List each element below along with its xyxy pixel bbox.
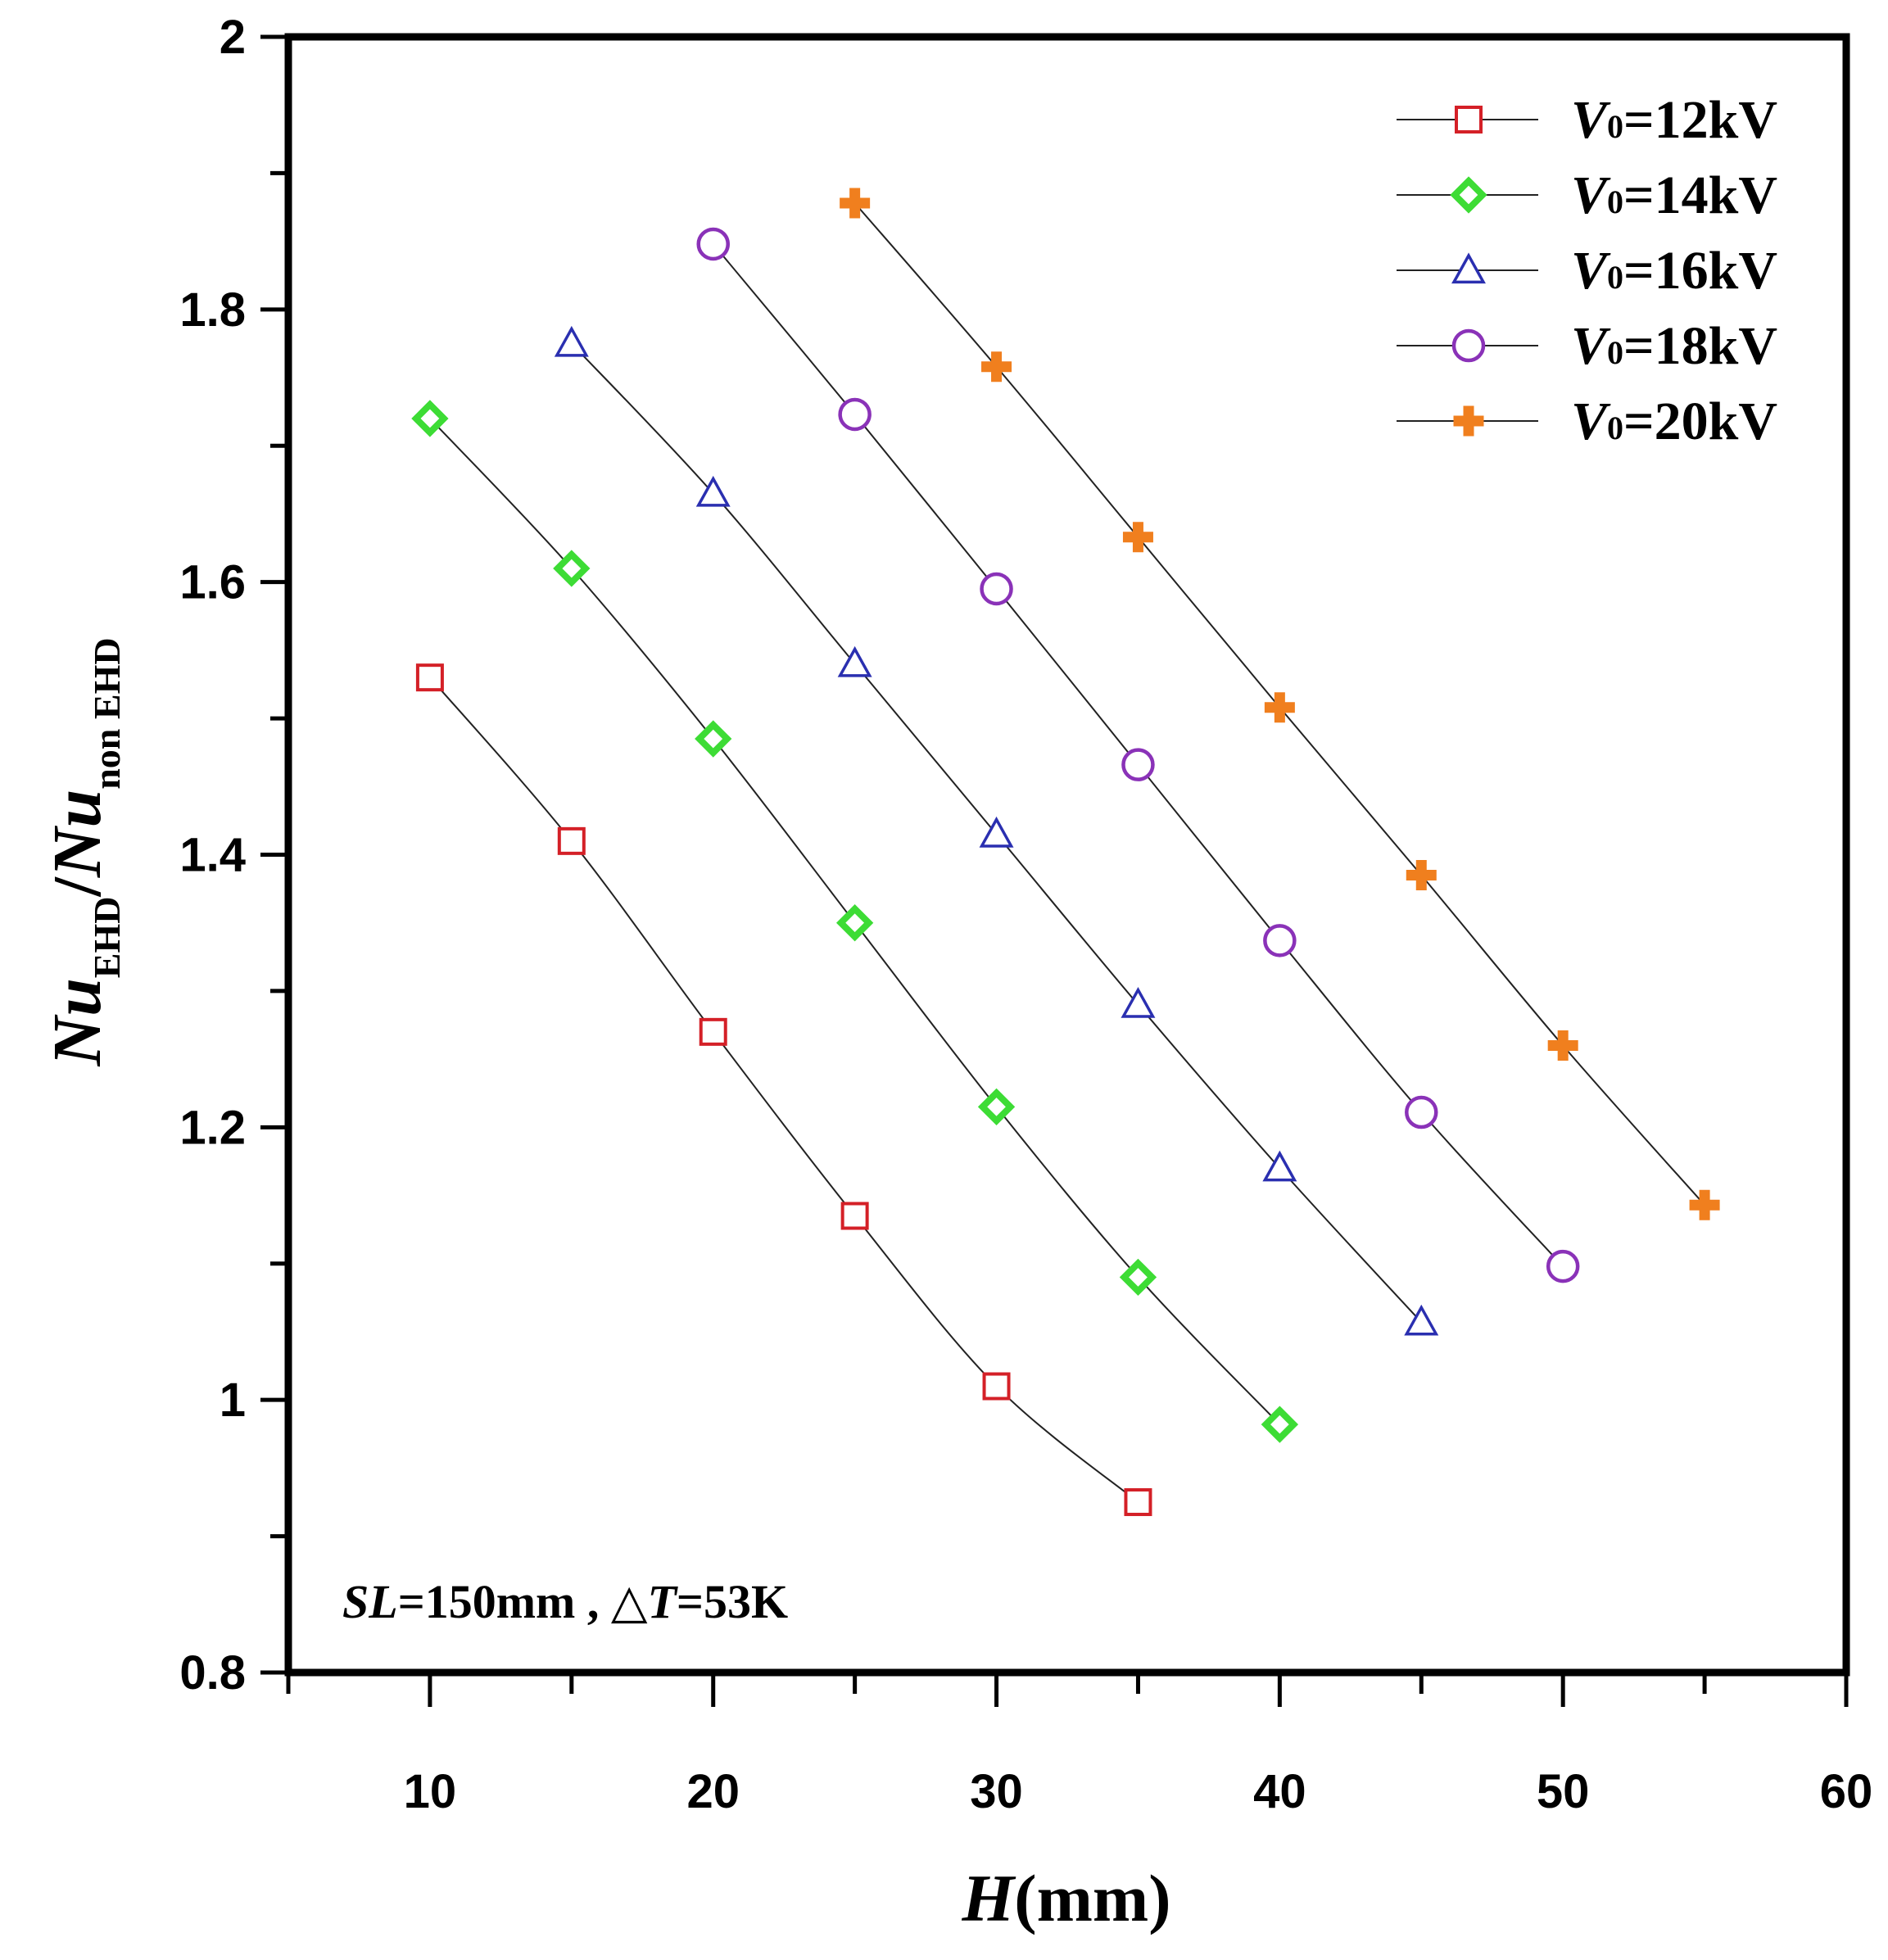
y-tick-label: 1.4	[179, 829, 246, 882]
data-point-diamond	[553, 550, 591, 587]
legend-marker-square	[1455, 106, 1483, 134]
data-point-diamond	[1261, 1405, 1299, 1443]
data-point-square	[1124, 1487, 1152, 1516]
data-point-diamond	[411, 400, 449, 437]
y-tick-label: 1.6	[179, 556, 246, 609]
data-point-diamond	[695, 720, 732, 758]
legend-marker-plus	[1453, 405, 1484, 437]
data-point-plus	[981, 351, 1012, 382]
legend-marker-triangle	[1451, 252, 1486, 284]
data-point-triangle	[554, 325, 589, 357]
y-tick-label: 2	[220, 11, 246, 64]
data-point-circle	[1263, 924, 1297, 957]
x-axis-title: H(mm)	[961, 1861, 1170, 1935]
data-point-circle	[980, 572, 1013, 606]
data-point-triangle	[979, 816, 1014, 848]
legend: V0=12kV V0=14kV V0=16kV V0=18kV V0=20kV	[1397, 90, 1777, 451]
x-tick-label: 60	[1820, 1765, 1873, 1818]
x-tick-label: 20	[686, 1765, 740, 1818]
data-point-circle	[1121, 748, 1155, 781]
data-point-plus	[1264, 692, 1295, 723]
data-point-diamond	[977, 1088, 1016, 1126]
data-point-triangle	[1404, 1304, 1439, 1336]
y-tick-label: 1	[220, 1374, 246, 1427]
data-point-plus	[840, 188, 871, 219]
legend-entry: V0=18kV	[1397, 316, 1777, 376]
data-point-diamond	[1119, 1258, 1157, 1297]
data-point-square	[699, 1017, 727, 1046]
x-tick-label: 10	[404, 1765, 457, 1818]
data-point-plus	[1406, 859, 1437, 890]
condition-annotation: SL=150mm , △T=53K	[342, 1575, 788, 1628]
series-lines	[429, 202, 1705, 1503]
data-point-plus	[1547, 1030, 1578, 1061]
data-point-square	[557, 826, 586, 855]
data-point-square	[415, 663, 444, 692]
y-tick-label: 1.2	[179, 1101, 246, 1154]
data-point-circle	[838, 397, 872, 432]
legend-entry: V0=20kV	[1397, 392, 1777, 451]
legend-marker-diamond	[1450, 176, 1487, 214]
legend-label: V0=16kV	[1571, 241, 1777, 301]
legend-marker-circle	[1451, 328, 1486, 363]
data-point-circle	[696, 227, 730, 261]
data-point-plus	[1689, 1189, 1720, 1220]
data-point-triangle	[1262, 1150, 1297, 1182]
data-point-triangle	[837, 645, 872, 677]
legend-entry: V0=16kV	[1397, 241, 1777, 301]
data-point-triangle	[1121, 986, 1156, 1018]
data-point-plus	[1122, 522, 1153, 553]
series-line-1	[429, 677, 1139, 1503]
axes: 0.8 1 1.2 1.4 1.6 1.8 2 10 20 30 40 50 60	[179, 11, 1872, 1818]
y-tick-label: 0.8	[179, 1646, 246, 1700]
data-point-circle	[1546, 1249, 1580, 1283]
x-tick-label: 40	[1253, 1765, 1306, 1818]
data-point-circle	[1405, 1095, 1438, 1129]
data-point-triangle	[695, 475, 731, 507]
legend-entry: V0=14kV	[1397, 165, 1777, 225]
legend-label: V0=14kV	[1571, 165, 1777, 225]
x-tick-label: 30	[970, 1765, 1023, 1818]
data-point-square	[840, 1202, 869, 1230]
x-tick-label: 50	[1537, 1765, 1590, 1818]
legend-label: V0=18kV	[1571, 316, 1777, 376]
data-point-square	[982, 1372, 1011, 1401]
data-point-diamond	[835, 904, 874, 942]
y-tick-label: 1.8	[179, 283, 246, 337]
series-markers	[411, 188, 1720, 1516]
legend-label: V0=20kV	[1571, 392, 1777, 451]
legend-entry: V0=12kV	[1397, 90, 1777, 150]
y-axis-title: NuEHD/Nunon EHD	[39, 637, 128, 1066]
legend-label: V0=12kV	[1571, 90, 1777, 150]
